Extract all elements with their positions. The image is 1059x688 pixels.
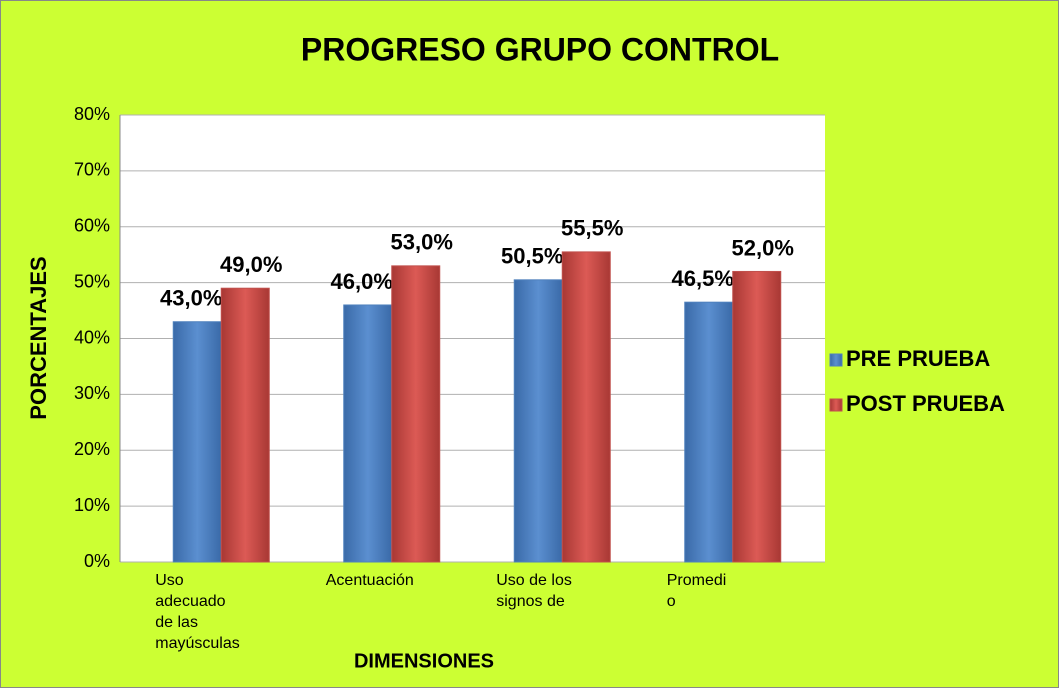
y-tick-label: 80% xyxy=(74,104,110,124)
chart-title: PROGRESO GRUPO CONTROL xyxy=(301,31,779,67)
y-tick-label: 60% xyxy=(74,216,110,236)
y-tick-label: 20% xyxy=(74,439,110,459)
bar xyxy=(684,301,734,563)
data-label: 46,0% xyxy=(331,269,393,294)
data-label: 46,5% xyxy=(672,266,734,291)
x-tick-label: Acentuación xyxy=(325,572,414,589)
legend-label: PRE PRUEBA xyxy=(846,346,990,371)
x-tick-label: Uso de los signos de xyxy=(496,572,572,610)
bar xyxy=(391,265,441,563)
y-tick-label: 10% xyxy=(74,495,110,515)
x-axis-label: DIMENSIONES xyxy=(354,650,494,672)
y-tick-label: 0% xyxy=(84,551,110,571)
y-tick-label: 70% xyxy=(74,160,110,180)
legend-swatch xyxy=(829,353,843,367)
x-tick-label: Uso adecuado de las mayúsculas xyxy=(155,572,240,652)
data-label: 50,5% xyxy=(501,244,563,269)
legend-label: POST PRUEBA xyxy=(846,391,1005,416)
data-label: 49,0% xyxy=(220,252,282,277)
bar xyxy=(172,321,222,563)
bar xyxy=(343,304,393,563)
data-label: 43,0% xyxy=(160,286,222,311)
bar xyxy=(220,287,270,563)
y-tick-label: 50% xyxy=(74,271,110,291)
data-label: 52,0% xyxy=(732,235,794,260)
data-label: 55,5% xyxy=(561,216,623,241)
bar xyxy=(561,251,611,563)
y-tick-label: 30% xyxy=(74,383,110,403)
y-axis-label: PORCENTAJES xyxy=(26,256,51,419)
x-tick-label: Promedi o xyxy=(666,572,727,610)
bar xyxy=(513,279,563,563)
legend-swatch xyxy=(829,398,843,412)
bar xyxy=(732,270,782,563)
y-tick-label: 40% xyxy=(74,327,110,347)
data-label: 53,0% xyxy=(391,230,453,255)
